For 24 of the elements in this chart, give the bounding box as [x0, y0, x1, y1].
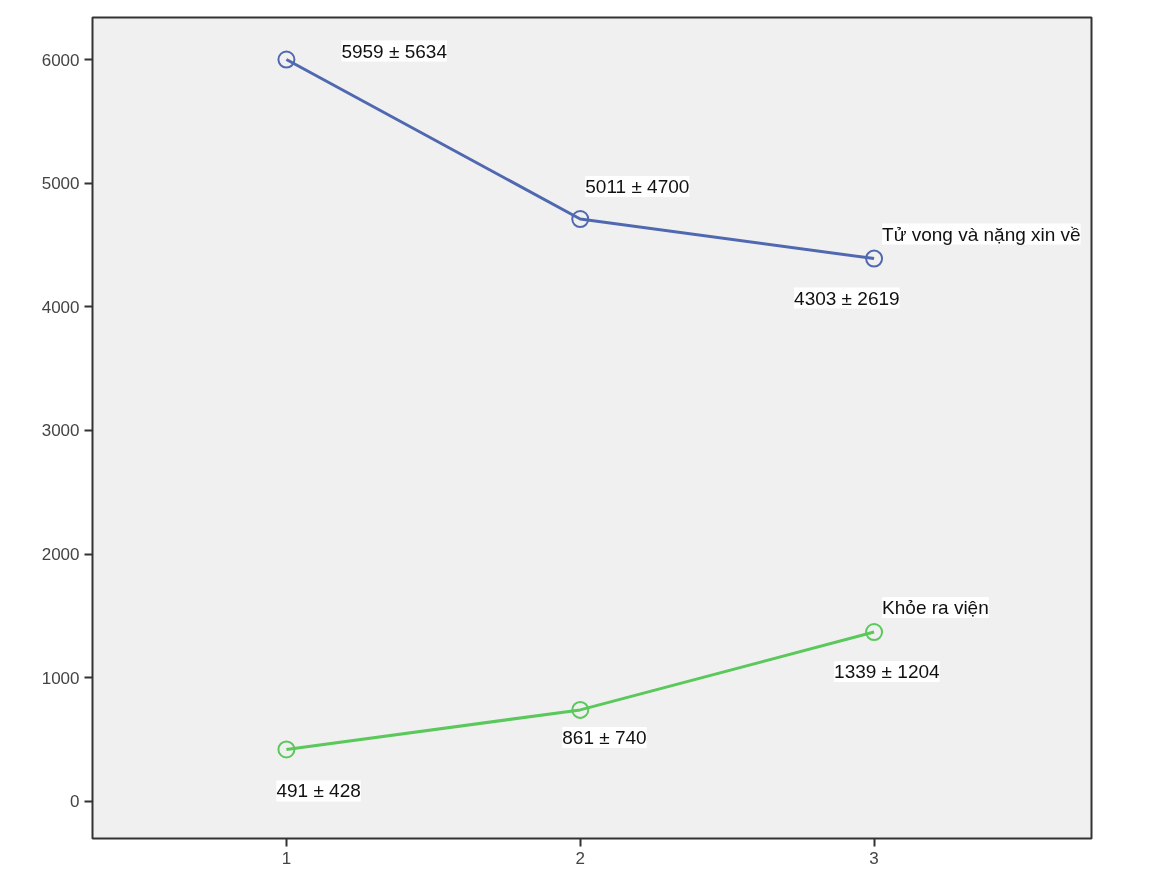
- annotation: 491 ± 428: [276, 780, 361, 802]
- point: [571, 210, 590, 229]
- y-tick-label: 0: [70, 792, 80, 812]
- annotation: 1339 ± 1204: [834, 661, 941, 683]
- y-tick-label: 4000: [41, 297, 80, 317]
- point: [865, 249, 884, 268]
- y-tick-label: 5000: [41, 174, 80, 194]
- annotation: 5011 ± 4700: [585, 176, 690, 198]
- point: [571, 700, 590, 719]
- y-tick-label: 2000: [41, 545, 80, 565]
- series-label: Tử vong và nặng xin về: [882, 223, 1081, 245]
- point: [277, 50, 296, 69]
- x-tick-label: 1: [281, 848, 292, 868]
- point: [277, 740, 296, 759]
- x-tick-label: 3: [869, 848, 879, 868]
- x-tick-label: 2: [575, 848, 585, 868]
- annotation: 5959 ± 5634: [341, 40, 448, 62]
- point: [865, 623, 884, 641]
- y-tick-label: 6000: [41, 50, 80, 70]
- y-tick-label: 1000: [41, 668, 80, 688]
- annotation: 4303 ± 2619: [794, 287, 900, 309]
- series-label: Khỏe ra viện: [882, 597, 989, 619]
- y-tick-label: 3000: [41, 421, 80, 441]
- annotation: 861 ± 740: [562, 726, 647, 748]
